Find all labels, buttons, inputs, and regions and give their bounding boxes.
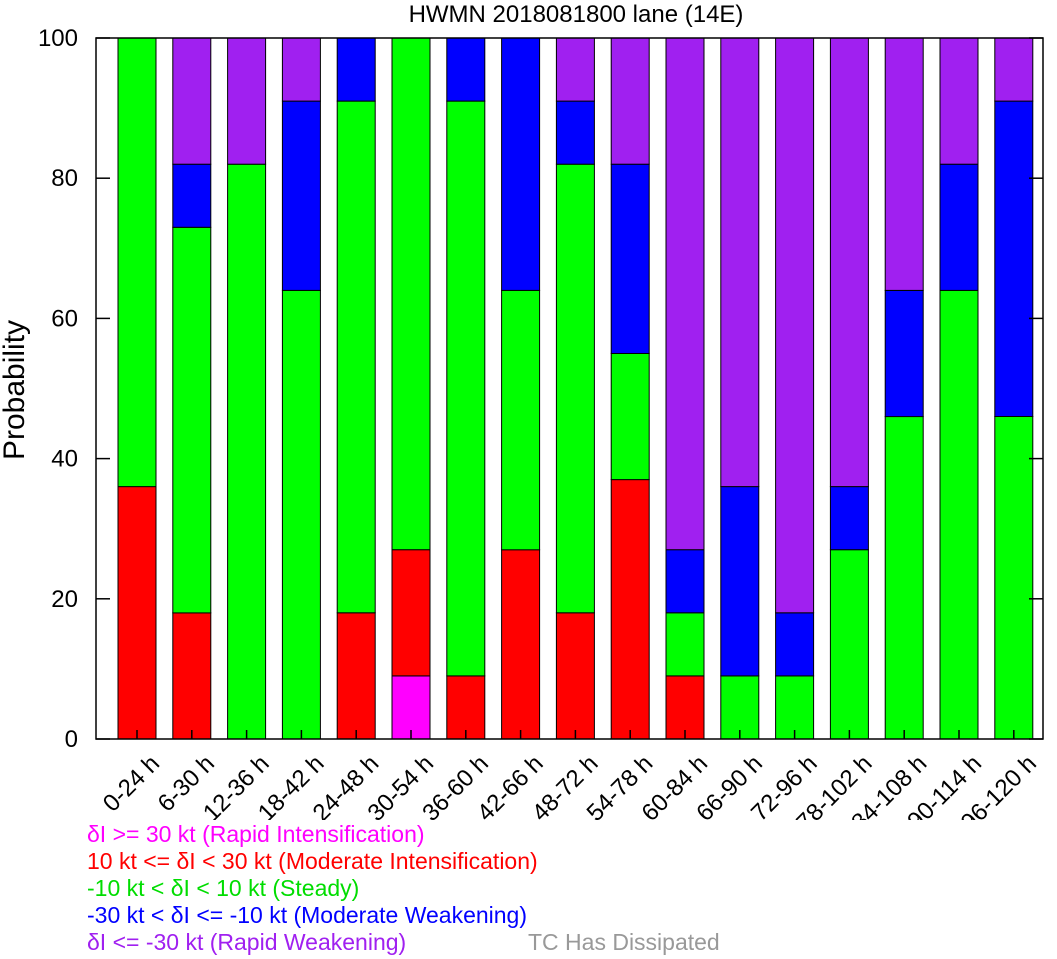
legend-moderate-weakening: -30 kt < δI <= -10 kt (Moderate Weakenin… — [87, 902, 527, 928]
bar-segment-rw-1 — [173, 38, 211, 164]
bar-segment-steady-5 — [392, 38, 430, 550]
bar-segment-steady-11 — [721, 676, 759, 739]
y-tick-label-3: 60 — [51, 305, 78, 332]
bar-segment-mi-4 — [337, 613, 375, 739]
bar-segment-mw-14 — [885, 290, 923, 416]
legend-rapid-weakening: δI <= -30 kt (Rapid Weakening) — [87, 929, 406, 955]
bar-segment-mw-12 — [776, 613, 814, 676]
y-tick-label-4: 80 — [51, 165, 78, 192]
chart-title: HWMN 2018081800 lane (14E) — [409, 1, 744, 28]
bar-segment-mw-13 — [830, 487, 868, 550]
y-tick-label-2: 40 — [51, 446, 78, 473]
bar-segment-mw-4 — [337, 38, 375, 101]
bar-segment-steady-9 — [611, 353, 649, 479]
bar-segment-mw-1 — [173, 164, 211, 227]
y-tick-label-5: 100 — [38, 25, 78, 52]
bar-segment-rw-2 — [228, 38, 266, 164]
bar-segment-rw-11 — [721, 38, 759, 487]
y-tick-label-1: 20 — [51, 586, 78, 613]
bar-segment-steady-4 — [337, 101, 375, 613]
bar-segment-mi-7 — [502, 550, 540, 739]
bar-segment-mi-1 — [173, 613, 211, 739]
bar-segment-mi-9 — [611, 480, 649, 739]
bar-segment-steady-8 — [556, 164, 594, 613]
bar-segment-steady-16 — [995, 417, 1033, 740]
bar-segment-steady-13 — [830, 550, 868, 739]
bar-segment-rw-3 — [282, 38, 320, 101]
stacked-bar-chart: HWMN 2018081800 lane (14E) Probability 0… — [0, 0, 1057, 820]
bar-segment-mw-16 — [995, 101, 1033, 416]
bar-segment-steady-7 — [502, 290, 540, 549]
bar-segment-mw-7 — [502, 38, 540, 290]
bar-segment-mw-15 — [940, 164, 978, 290]
bar-segment-steady-1 — [173, 227, 211, 613]
bar-segment-rw-8 — [556, 38, 594, 101]
legend-moderate-intensification: 10 kt <= δI < 30 kt (Moderate Intensific… — [87, 848, 538, 874]
bar-segment-steady-14 — [885, 417, 923, 740]
bar-segment-steady-10 — [666, 613, 704, 676]
bar-segment-steady-12 — [776, 676, 814, 739]
bar-segment-steady-2 — [228, 164, 266, 739]
bar-segment-rw-15 — [940, 38, 978, 164]
legend-steady: -10 kt < δI < 10 kt (Steady) — [87, 875, 359, 901]
bar-segment-ri-5 — [392, 676, 430, 739]
bar-segment-mw-11 — [721, 487, 759, 676]
y-tick-label-0: 0 — [65, 726, 78, 753]
bar-segment-mw-8 — [556, 101, 594, 164]
bar-segment-mw-3 — [282, 101, 320, 290]
bar-segment-steady-15 — [940, 290, 978, 739]
bar-segment-rw-12 — [776, 38, 814, 613]
bar-segment-rw-16 — [995, 38, 1033, 101]
bar-segment-mi-6 — [447, 676, 485, 739]
bars-layer — [118, 38, 1033, 739]
bar-segment-rw-9 — [611, 38, 649, 164]
bar-segment-mi-10 — [666, 676, 704, 739]
x-tick-label-0: 0-24 h — [98, 750, 165, 817]
legend-rapid-intensification: δI >= 30 kt (Rapid Intensification) — [87, 821, 425, 847]
bar-segment-rw-10 — [666, 38, 704, 550]
bar-segment-rw-13 — [830, 38, 868, 487]
bar-segment-mi-8 — [556, 613, 594, 739]
bar-segment-mw-9 — [611, 164, 649, 353]
bar-segment-steady-3 — [282, 290, 320, 739]
legend-tc-dissipated: TC Has Dissipated — [528, 929, 720, 955]
y-axis-label: Probability — [0, 320, 31, 460]
bar-segment-mi-5 — [392, 550, 430, 676]
bar-segment-steady-0 — [118, 38, 156, 487]
bar-segment-steady-6 — [447, 101, 485, 676]
bar-segment-rw-14 — [885, 38, 923, 290]
bar-segment-mw-10 — [666, 550, 704, 613]
bar-segment-mw-6 — [447, 38, 485, 101]
bar-segment-mi-0 — [118, 487, 156, 739]
